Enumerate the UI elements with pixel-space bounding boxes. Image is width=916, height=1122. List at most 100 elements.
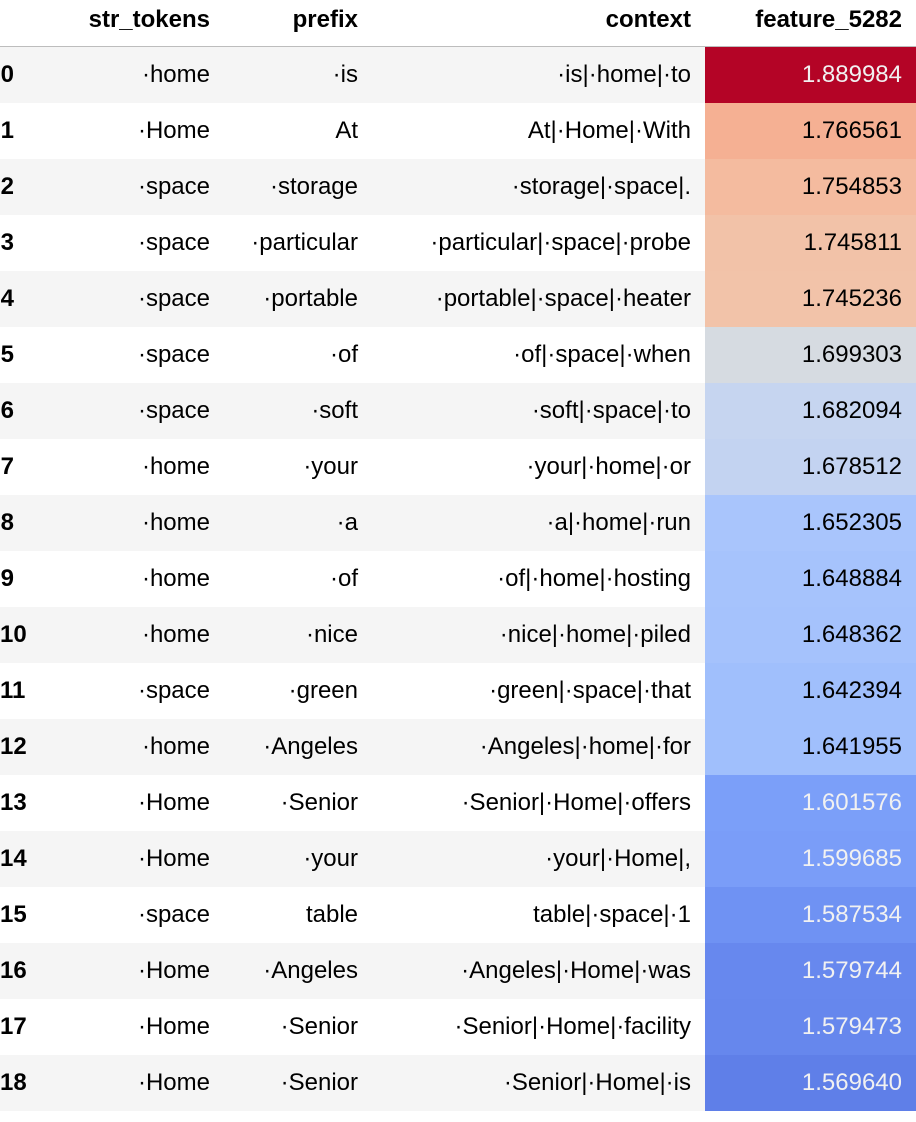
cell-str-tokens: ·home <box>141 453 210 480</box>
cell-prefix: ·your <box>303 845 358 872</box>
row-index: 17 <box>0 1013 27 1040</box>
table-row: 14 ·Home ·your ·your|·Home|, 1.599685 <box>0 831 916 887</box>
table-row: 16 ·Home ·Angeles ·Angeles|·Home|·was 1.5797… <box>0 943 916 999</box>
cell-str-tokens: ·home <box>141 61 210 88</box>
table-row: 12 ·home ·Angeles ·Angeles|·home|·for 1.6419… <box>0 719 916 775</box>
cell-context: ·green|·space|·that <box>489 677 691 704</box>
cell-context: ·portable|·space|·heater <box>435 285 691 312</box>
cell-prefix: At <box>335 117 358 144</box>
cell-context: ·Angeles|·home|·for <box>479 733 691 760</box>
cell-feature-value: 1.579744 <box>705 943 916 999</box>
cell-str-tokens: ·space <box>137 397 210 424</box>
cell-prefix: ·Senior <box>280 1013 358 1040</box>
cell-str-tokens: ·Home <box>137 117 210 144</box>
cell-feature-value: 1.642394 <box>705 663 916 719</box>
cell-prefix: ·nice <box>305 621 358 648</box>
row-index: 2 <box>0 173 14 200</box>
cell-prefix: ·is <box>332 61 358 88</box>
table-row: 2 ·space ·storage ·storage|·space|. 1.754853 <box>0 159 916 215</box>
table-row: 3 ·space ·particular ·particular|·space|·pr… <box>0 215 916 271</box>
table-row: 7 ·home ·your ·your|·home|·or 1.678512 <box>0 439 916 495</box>
cell-feature-value: 1.754853 <box>705 159 916 215</box>
cell-str-tokens: ·space <box>137 901 210 928</box>
cell-feature-value: 1.699303 <box>705 327 916 383</box>
cell-str-tokens: ·home <box>141 565 210 592</box>
row-index: 14 <box>0 845 27 872</box>
cell-context: ·of|·space|·when <box>513 341 691 368</box>
header-feature: feature_5282 <box>705 0 916 47</box>
cell-str-tokens: ·home <box>141 509 210 536</box>
cell-prefix: table <box>305 901 358 928</box>
table-row: 9 ·home ·of ·of|·home|·hosting 1.648884 <box>0 551 916 607</box>
cell-context: At|·Home|·With <box>527 117 691 144</box>
cell-feature-value: 1.745236 <box>705 271 916 327</box>
cell-context: ·a|·home|·run <box>546 509 691 536</box>
row-index: 6 <box>0 397 14 424</box>
cell-feature-value: 1.579473 <box>705 999 916 1055</box>
cell-context: ·soft|·space|·to <box>531 397 691 424</box>
row-index: 11 <box>0 677 26 704</box>
cell-context: ·Senior|·Home|·facility <box>454 1013 691 1040</box>
cell-feature-value: 1.641955 <box>705 719 916 775</box>
cell-context: ·is|·home|·to <box>557 61 691 88</box>
cell-context: ·your|·Home|, <box>545 845 691 872</box>
cell-prefix: ·Angeles <box>263 733 358 760</box>
cell-str-tokens: ·space <box>137 285 210 312</box>
table-body: 0 ·home ·is ·is|·home|·to 1.889984 1 ·Home At At… <box>0 46 916 1111</box>
cell-prefix: ·green <box>288 677 358 704</box>
cell-prefix: ·soft <box>311 397 358 424</box>
row-index: 7 <box>0 453 14 480</box>
cell-feature-value: 1.599685 <box>705 831 916 887</box>
cell-context: ·your|·home|·or <box>526 453 691 480</box>
cell-feature-value: 1.648362 <box>705 607 916 663</box>
cell-feature-value: 1.601576 <box>705 775 916 831</box>
cell-prefix: ·of <box>329 565 358 592</box>
header-str-tokens: str_tokens <box>64 0 224 47</box>
cell-prefix: ·of <box>329 341 358 368</box>
table-row: 18 ·Home ·Senior ·Senior|·Home|·is 1.569640 <box>0 1055 916 1111</box>
cell-feature-value: 1.682094 <box>705 383 916 439</box>
cell-prefix: ·your <box>303 453 358 480</box>
cell-str-tokens: ·Home <box>137 845 210 872</box>
table-row: 0 ·home ·is ·is|·home|·to 1.889984 <box>0 46 916 103</box>
cell-context: ·of|·home|·hosting <box>497 565 691 592</box>
cell-str-tokens: ·home <box>141 733 210 760</box>
cell-str-tokens: ·space <box>137 677 210 704</box>
cell-context: ·nice|·home|·piled <box>499 621 691 648</box>
cell-str-tokens: ·home <box>141 621 210 648</box>
row-index: 1 <box>0 117 14 144</box>
table-row: 13 ·Home ·Senior ·Senior|·Home|·offers 1.601… <box>0 775 916 831</box>
row-index: 13 <box>0 789 27 816</box>
cell-str-tokens: ·Home <box>137 789 210 816</box>
cell-str-tokens: ·space <box>137 341 210 368</box>
row-index: 4 <box>0 285 14 312</box>
header-prefix: prefix <box>224 0 372 47</box>
row-index: 10 <box>0 621 27 648</box>
cell-prefix: ·Senior <box>280 1069 358 1096</box>
table-header: str_tokens prefix context feature_5282 <box>0 0 916 47</box>
table-row: 8 ·home ·a ·a|·home|·run 1.652305 <box>0 495 916 551</box>
cell-str-tokens: ·Home <box>137 1013 210 1040</box>
row-index: 18 <box>0 1069 27 1096</box>
cell-context: ·Angeles|·Home|·was <box>461 957 691 984</box>
cell-context: ·particular|·space|·probe <box>430 229 691 256</box>
cell-str-tokens: ·space <box>137 173 210 200</box>
table-row: 5 ·space ·of ·of|·space|·when 1.699303 <box>0 327 916 383</box>
cell-context: ·storage|·space|. <box>511 173 691 200</box>
cell-context: table|·space|·1 <box>533 901 691 928</box>
table-row: 10 ·home ·nice ·nice|·home|·piled 1.648362 <box>0 607 916 663</box>
cell-feature-value: 1.652305 <box>705 495 916 551</box>
cell-str-tokens: ·space <box>137 229 210 256</box>
cell-feature-value: 1.678512 <box>705 439 916 495</box>
cell-prefix: ·a <box>336 509 358 536</box>
cell-feature-value: 1.648884 <box>705 551 916 607</box>
table-row: 6 ·space ·soft ·soft|·space|·to 1.682094 <box>0 383 916 439</box>
cell-prefix: ·Senior <box>280 789 358 816</box>
header-index <box>0 0 64 47</box>
table-row: 1 ·Home At At|·Home|·With 1.766561 <box>0 103 916 159</box>
row-index: 3 <box>0 229 14 256</box>
row-index: 16 <box>0 957 27 984</box>
cell-feature-value: 1.587534 <box>705 887 916 943</box>
cell-prefix: ·particular <box>251 229 358 256</box>
